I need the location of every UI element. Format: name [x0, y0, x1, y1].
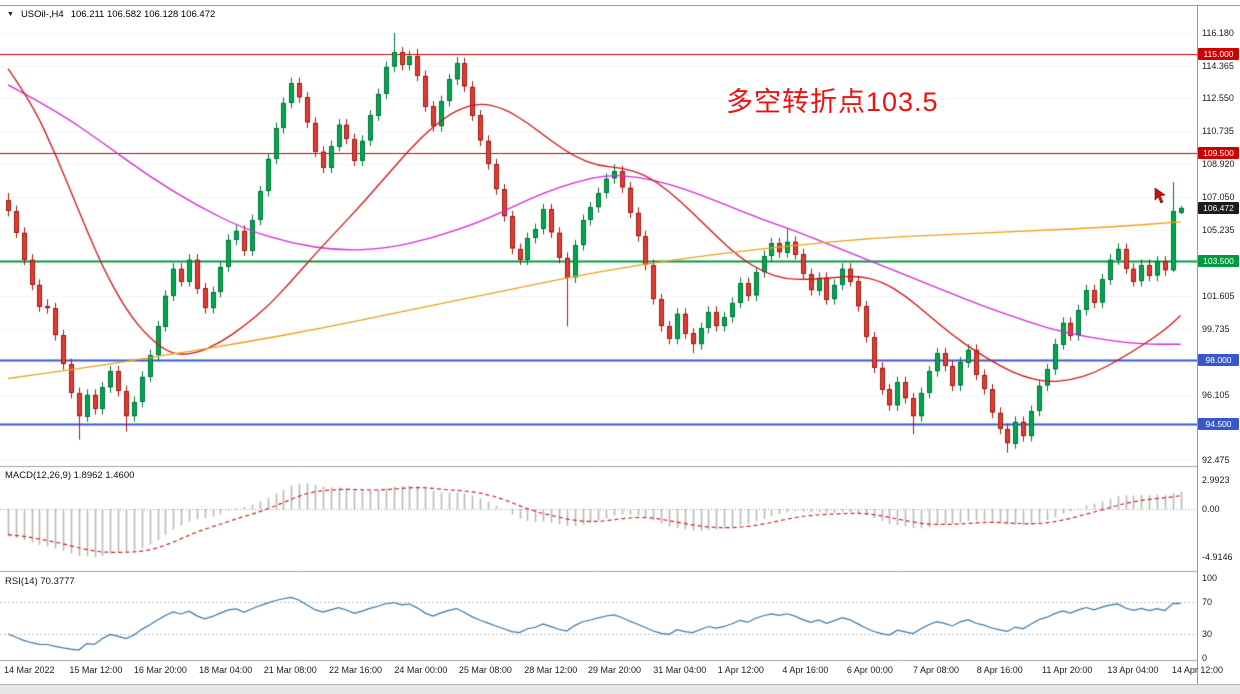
macd-tick-label: -4.9146 [1202, 551, 1233, 562]
time-axis-label: 8 Apr 16:00 [976, 665, 1023, 675]
time-axis-label: 15 Mar 12:00 [69, 665, 123, 675]
axis-separator-line [1197, 5, 1198, 684]
price-line-badge: 94.500 [1198, 417, 1239, 430]
chart-dropdown-icon[interactable]: ▼ [7, 11, 14, 18]
price-tick-label: 114.365 [1202, 60, 1234, 71]
price-tick-label: 110.735 [1202, 126, 1234, 137]
mouse-cursor-icon [1154, 187, 1167, 209]
time-axis-label: 22 Mar 16:00 [329, 665, 383, 675]
time-axis-label: 7 Apr 08:00 [912, 665, 960, 675]
rsi-tick-label: 100 [1202, 573, 1218, 583]
current-price-badge: 106.472 [1198, 201, 1239, 214]
time-axis-label: 18 Mar 04:00 [199, 665, 253, 675]
time-axis-label: 11 Apr 20:00 [1042, 665, 1093, 675]
ohlc-values: 106.211 106.582 106.128 106.472 [70, 9, 216, 20]
price-tick-label: 99.735 [1202, 324, 1230, 335]
macd-indicator-label: MACD(12,26,9) 1.8962 1.4600 [5, 470, 135, 481]
chart-text-annotation: 多空转折点103.5 [726, 87, 939, 117]
time-axis-label: 16 Mar 20:00 [133, 665, 187, 675]
macd-tick-label: 2.9923 [1202, 475, 1230, 485]
chart-info-bar: ▼ USOil-,H4 106.211 106.582 106.128 106.… [7, 9, 215, 20]
macd-tick-label: 0.00 [1202, 504, 1220, 514]
price-tick-label: 96.105 [1202, 389, 1230, 400]
window-top-border [0, 5, 1240, 6]
price-line-badge: 103.500 [1198, 255, 1239, 268]
price-tick-label: 116.180 [1202, 28, 1234, 38]
price-line-badge: 109.500 [1198, 147, 1239, 160]
time-axis-label: 13 Apr 04:00 [1107, 665, 1159, 675]
time-axis-label: 29 Mar 20:00 [587, 665, 641, 675]
time-axis-label: 14 Mar 2022 [4, 665, 55, 675]
time-axis-label: 6 Apr 00:00 [846, 665, 893, 675]
price-tick-label: 92.475 [1202, 455, 1230, 465]
time-axis-label: 24 Mar 00:00 [394, 665, 448, 675]
time-axis-label: 25 Mar 08:00 [458, 665, 512, 675]
price-chart-canvas[interactable] [0, 0, 1197, 684]
price-line-badge: 115.000 [1198, 48, 1239, 61]
time-axis-label: 28 Mar 12:00 [524, 665, 578, 675]
time-axis-label: 31 Mar 04:00 [653, 665, 707, 675]
symbol-period-label: USOil-,H4 [20, 9, 64, 20]
price-tick-label: 108.920 [1202, 158, 1235, 169]
price-tick-label: 112.550 [1202, 93, 1234, 104]
price-tick-label: 105.235 [1202, 225, 1235, 236]
price-tick-label: 101.605 [1202, 290, 1235, 301]
price-axis[interactable]: 116.180 114.365 112.550 110.735 108.920 107.0… [1197, 0, 1240, 684]
time-axis[interactable]: 14 Mar 2022 15 Mar 12:00 16 Mar 20:00 18 Ma… [0, 665, 1223, 683]
time-axis-label: 14 Apr 12:00 [1171, 665, 1223, 675]
rsi-indicator-label: RSI(14) 70.3777 [5, 576, 75, 587]
rsi-tick-label: 70 [1202, 597, 1213, 607]
price-tick-label: 107.050 [1202, 192, 1235, 203]
window-bottom-strip [0, 684, 1240, 694]
time-axis-label: 1 Apr 12:00 [717, 665, 764, 675]
rsi-tick-label: 0 [1202, 653, 1208, 663]
price-line-badge: 98.000 [1198, 354, 1239, 367]
rsi-tick-label: 30 [1202, 629, 1213, 639]
time-axis-label: 21 Mar 08:00 [263, 665, 317, 675]
time-axis-label: 4 Apr 16:00 [782, 665, 829, 675]
